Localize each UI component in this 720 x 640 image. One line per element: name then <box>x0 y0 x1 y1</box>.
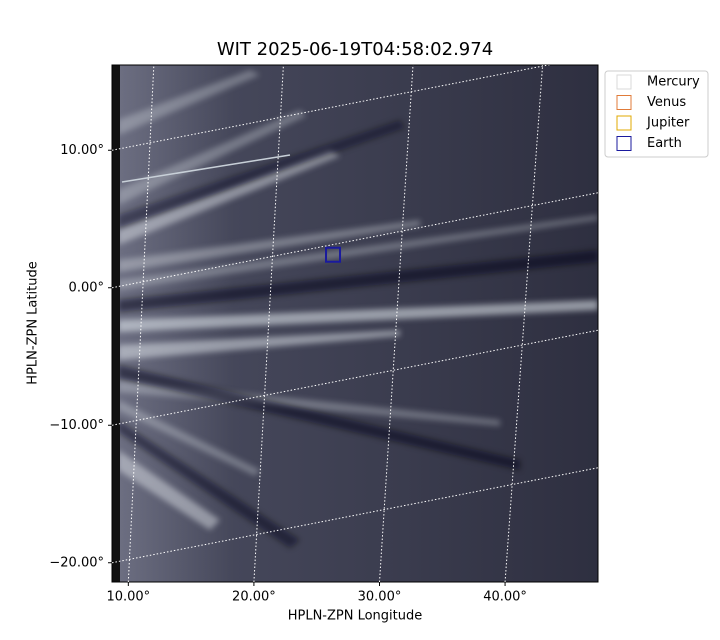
legend-label: Mercury <box>647 75 700 90</box>
chart-title: WIT 2025-06-19T04:58:02.974 <box>217 39 493 60</box>
x-tick-label: 20.00° <box>232 590 276 605</box>
image <box>112 65 598 582</box>
y-tick-label: −10.00° <box>49 418 104 433</box>
x-axis-label: HPLN-ZPN Longitude <box>288 609 423 624</box>
y-tick-label: 0.00° <box>69 280 104 295</box>
x-tick-label: 30.00° <box>358 590 402 605</box>
legend-swatch <box>616 74 632 90</box>
legend-swatch <box>616 115 632 131</box>
planet-marker <box>325 246 342 263</box>
grid-line <box>127 65 155 582</box>
y-tick-label: −20.00° <box>49 555 104 570</box>
legend-label: Earth <box>647 136 682 151</box>
grid-line <box>504 65 544 582</box>
x-tick-label: 40.00° <box>483 590 527 605</box>
legend-label: Venus <box>647 95 686 110</box>
y-axis-label: HPLN-ZPN Latitude <box>26 261 41 384</box>
legend-label: Jupiter <box>646 116 690 131</box>
legend <box>604 70 709 158</box>
y-tick-label: 10.00° <box>60 143 104 158</box>
x-tick-label: 10.00° <box>106 590 150 605</box>
grid-line <box>378 65 414 582</box>
axes-frame <box>111 64 599 583</box>
legend-swatch <box>616 136 632 151</box>
legend-swatch <box>616 95 632 110</box>
grid-line <box>253 65 284 582</box>
